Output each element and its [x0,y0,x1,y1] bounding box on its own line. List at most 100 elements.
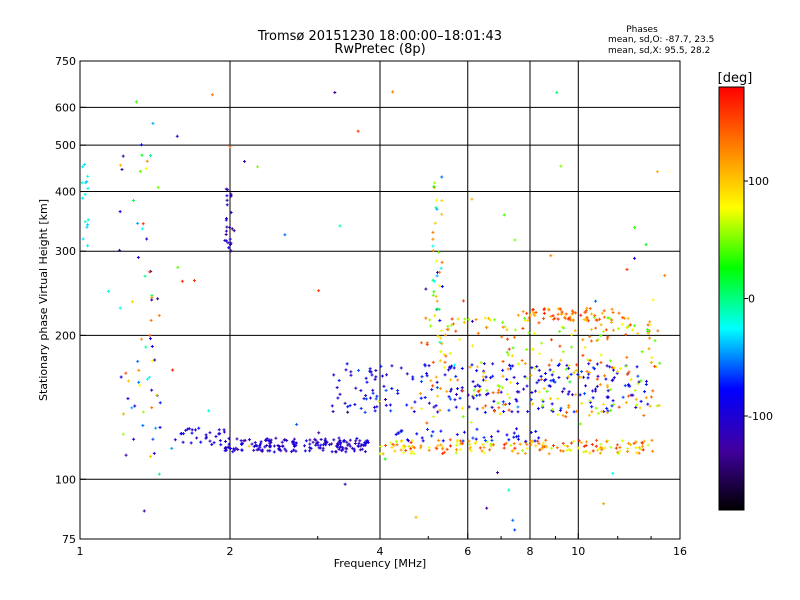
data-point [506,367,510,371]
data-point [563,316,567,320]
data-point [324,443,328,447]
x-tick-label: 6 [464,545,471,558]
data-point [588,400,592,404]
data-point [473,441,477,445]
data-point [219,443,223,447]
data-point [548,384,552,388]
data-point [490,438,494,442]
data-point [561,414,565,418]
data-point [476,365,480,369]
data-point [510,410,514,414]
data-point [532,312,536,316]
data-point [153,358,157,362]
data-point [646,329,650,333]
data-point [460,366,464,370]
data-point [615,371,619,375]
data-point [488,318,492,322]
data-point [283,233,287,237]
data-point [374,375,378,379]
data-point [239,439,243,443]
data-point [462,430,466,434]
data-point [561,350,565,354]
data-point [136,255,140,259]
data-point [446,368,450,372]
data-point [525,442,529,446]
data-point [341,446,345,450]
data-point [295,441,299,445]
data-point [435,259,439,263]
data-point [455,440,459,444]
data-point [476,331,480,335]
data-point [230,227,234,231]
data-point [540,447,544,451]
data-point [254,443,258,447]
data-point [544,438,548,442]
data-point [476,390,480,394]
data-point [613,366,617,370]
data-point [476,383,480,387]
data-point [566,392,570,396]
data-point [513,446,517,450]
data-point [438,319,442,323]
data-point [582,444,586,448]
data-point [551,317,555,321]
data-point [537,378,541,382]
data-point [272,450,276,454]
axis-ticks: 1 2 4 6 8 10 16 75 100 200 300 400 500 600 750 [55,55,687,558]
y-axis-label: Stationary phase Virtual Height [km] [37,199,50,401]
data-point [516,434,520,438]
data-point [588,307,592,311]
data-point [229,447,233,451]
data-point [373,377,377,381]
data-point [627,394,631,398]
data-point [156,185,160,189]
data-point [132,437,136,441]
data-point [364,442,368,446]
data-point [591,366,595,370]
data-point [629,393,633,397]
data-point [357,368,361,372]
data-point [404,448,408,452]
data-point [608,359,612,363]
data-point [484,404,488,408]
data-point [529,443,533,447]
data-point [633,256,637,260]
data-point [277,447,281,451]
data-point [235,437,239,441]
data-point [430,388,434,392]
data-point [384,388,388,392]
data-point [439,329,443,333]
data-point [626,316,630,320]
colorbar-tick-label: 0 [748,293,755,306]
data-point [431,237,435,241]
data-point [557,362,561,366]
data-point [550,408,554,412]
data-point [85,225,89,229]
data-point [447,408,451,412]
data-point [258,444,262,448]
data-point [316,443,320,447]
data-point [588,399,592,403]
data-point [533,389,537,393]
data-point [256,447,260,451]
data-point [565,448,569,452]
data-point [335,386,339,390]
data-point [226,188,230,192]
data-point [531,402,535,406]
data-point [608,365,612,369]
data-point [218,439,222,443]
data-point [556,397,560,401]
data-point [283,438,287,442]
data-point [610,318,614,322]
data-point [493,318,497,322]
data-point [599,442,603,446]
data-point [141,410,145,414]
data-point [449,378,453,382]
data-point [433,221,437,225]
x-tick-label: 16 [673,545,687,558]
data-point [143,274,147,278]
data-point [455,433,459,437]
data-point [567,447,571,451]
data-point [563,315,567,319]
data-point [224,439,228,443]
